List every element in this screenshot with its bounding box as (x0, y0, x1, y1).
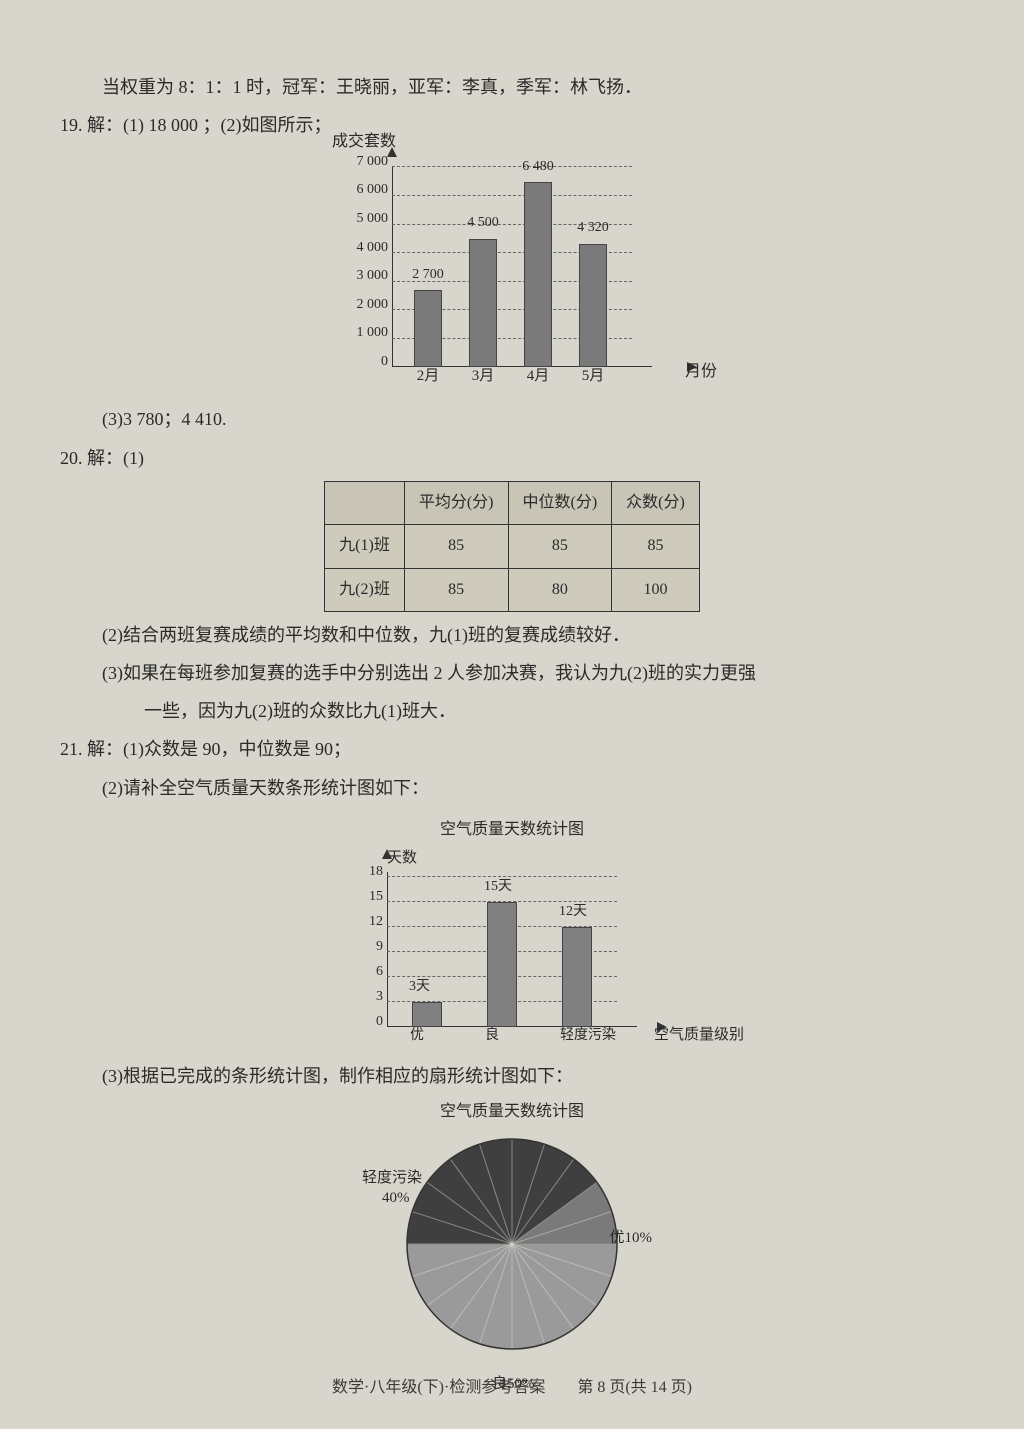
arrow-up-icon (387, 147, 397, 157)
q21-pie-title: 空气质量天数统计图 (60, 1097, 964, 1127)
q21-chart-title: 空气质量天数统计图 (362, 815, 662, 845)
x-tick-label: 3月 (463, 362, 503, 391)
table-cell: 九(2)班 (325, 568, 405, 611)
y-tick-label: 3 000 (348, 263, 388, 290)
q21-chart-container: 空气质量天数统计图 天数 03691215183天优15天良12天轻度污染 空气… (60, 815, 964, 1049)
y-tick-label: 0 (348, 349, 388, 376)
pie-label-qingdu-pct: 40% (382, 1184, 410, 1213)
q21-pie-container: 空气质量天数统计图 优10% 良50% 轻度污染 40% (60, 1097, 964, 1393)
y-tick-label: 18 (359, 859, 383, 886)
y-tick-label: 0 (359, 1009, 383, 1036)
x-tick-label: 5月 (573, 362, 613, 391)
table-header-cell: 平均分(分) (404, 481, 508, 524)
table-header-cell (325, 481, 405, 524)
q21-bar-chart: 天数 03691215183天优15天良12天轻度污染 空气质量级别 (362, 849, 662, 1049)
x-tick-label: 2月 (408, 362, 448, 391)
bar (469, 239, 497, 368)
bar-value-label: 4 500 (458, 210, 508, 237)
x-tick-label: 优 (410, 1023, 424, 1050)
arrow-up-icon (382, 849, 392, 859)
bar (579, 244, 607, 367)
q20-part2: (2)结合两班复赛成绩的平均数和中位数，九(1)班的复赛成绩较好． (60, 618, 964, 652)
bar-value-label: 4 320 (568, 215, 618, 242)
y-tick-label: 1 000 (348, 320, 388, 347)
q20-header: 20. 解：(1) (60, 441, 964, 475)
y-tick-label: 2 000 (348, 292, 388, 319)
y-tick-label: 5 000 (348, 206, 388, 233)
q19-header: 19. 解：(1) 18 000 ；(2)如图所示； (60, 108, 964, 142)
table-cell: 九(1)班 (325, 525, 405, 568)
bar (562, 927, 592, 1027)
y-tick-label: 3 (359, 984, 383, 1011)
q21-pie-chart: 优10% 良50% 轻度污染 40% (382, 1134, 642, 1394)
table-cell: 85 (612, 525, 700, 568)
bar-value-label: 2 700 (403, 262, 453, 289)
y-tick-label: 15 (359, 884, 383, 911)
table-header-row: 平均分(分)中位数(分)众数(分) (325, 481, 700, 524)
bar-value-label: 6 480 (513, 154, 563, 181)
pie-label-you: 优10% (610, 1224, 653, 1253)
q21-part1: 21. 解：(1)众数是 90，中位数是 90； (60, 732, 964, 766)
y-tick-label: 4 000 (348, 235, 388, 262)
table-cell: 85 (404, 525, 508, 568)
intro-line: 当权重为 8：1：1 时，冠军：王晓丽，亚军：李真，季军：林飞扬． (60, 70, 964, 104)
table-cell: 85 (404, 568, 508, 611)
bar (524, 182, 552, 367)
y-tick-label: 12 (359, 909, 383, 936)
x-tick-label: 轻度污染 (560, 1023, 616, 1050)
bar-value-label: 15天 (484, 874, 512, 901)
q20-part3a: (3)如果在每班参加复赛的选手中分别选出 2 人参加决赛，我认为九(2)班的实力… (60, 656, 964, 690)
bar (487, 902, 517, 1027)
y-tick-label: 6 000 (348, 177, 388, 204)
table-header-cell: 中位数(分) (508, 481, 612, 524)
q19-part3: (3)3 780；4 410. (60, 402, 964, 436)
table-row: 九(1)班858585 (325, 525, 700, 568)
q19-bar-chart: 成交套数 01 0002 0003 0004 0005 0006 0007 00… (352, 152, 672, 392)
q21-x-axis-label: 空气质量级别 (654, 1021, 744, 1050)
gridline (392, 195, 632, 196)
table-cell: 100 (612, 568, 700, 611)
q19-x-axis-label: 月份 (685, 357, 717, 387)
gridline (392, 166, 632, 167)
bar-value-label: 3天 (409, 974, 430, 1001)
q20-part3b: 一些，因为九(2)班的众数比九(1)班大． (60, 694, 964, 728)
q21-part2: (2)请补全空气质量天数条形统计图如下： (60, 771, 964, 805)
bar-value-label: 12天 (559, 899, 587, 926)
table-cell: 85 (508, 525, 612, 568)
q21-part3: (3)根据已完成的条形统计图，制作相应的扇形统计图如下： (60, 1059, 964, 1093)
y-tick-label: 7 000 (348, 149, 388, 176)
page-footer: 数学·八年级(下)·检测参考答案 第 8 页(共 14 页) (0, 1373, 1024, 1403)
table-cell: 80 (508, 568, 612, 611)
x-tick-label: 4月 (518, 362, 558, 391)
table-row: 九(2)班8580100 (325, 568, 700, 611)
table-header-cell: 众数(分) (612, 481, 700, 524)
q19-chart-container: 成交套数 01 0002 0003 0004 0005 0006 0007 00… (60, 152, 964, 392)
x-tick-label: 良 (485, 1023, 499, 1050)
y-tick-label: 6 (359, 959, 383, 986)
y-tick-label: 9 (359, 934, 383, 961)
bar (414, 290, 442, 367)
q20-table: 平均分(分)中位数(分)众数(分) 九(1)班858585九(2)班858010… (324, 481, 700, 612)
